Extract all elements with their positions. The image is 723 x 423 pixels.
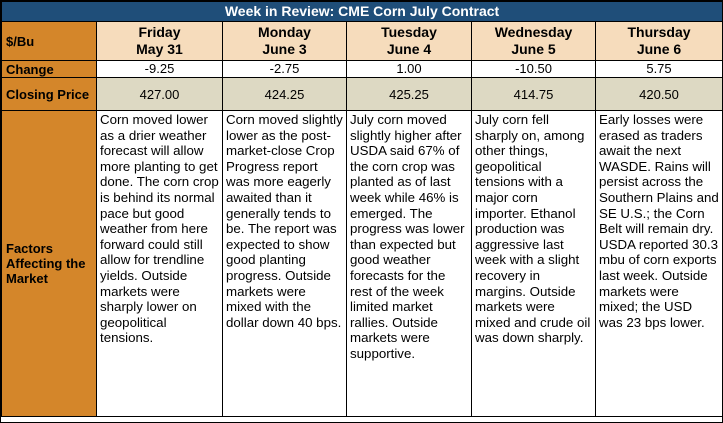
factors-text: Corn moved slightly lower as the post-ma… xyxy=(222,110,347,417)
change-value: -9.25 xyxy=(96,60,223,78)
day-date: June 5 xyxy=(511,41,556,57)
day-date: June 6 xyxy=(636,41,682,57)
change-value: 5.75 xyxy=(594,60,723,78)
day-date: May 31 xyxy=(136,41,183,57)
closing-price-value: 414.75 xyxy=(471,77,596,111)
closing-price-row: Closing Price 427.00 424.25 425.25 414.7… xyxy=(1,77,723,111)
factors-label: Factors Affecting the Market xyxy=(1,110,97,417)
table-title: Week in Review: CME Corn July Contract xyxy=(0,1,723,22)
change-value: -10.50 xyxy=(471,60,596,78)
day-name: Thursday xyxy=(627,24,691,40)
closing-price-label: Closing Price xyxy=(1,77,97,111)
factors-text: July corn fell sharply on, among other t… xyxy=(471,110,596,417)
day-header-thursday: Thursday June 6 xyxy=(594,21,723,61)
header-row: $/Bu Friday May 31 Monday June 3 Tuesday… xyxy=(1,21,723,61)
factors-text: Early losses were erased as traders awai… xyxy=(594,110,723,417)
change-label: Change xyxy=(1,60,97,78)
day-name: Friday xyxy=(138,24,181,40)
day-name: Monday xyxy=(258,24,311,40)
day-date: June 3 xyxy=(262,41,307,57)
closing-price-value: 425.25 xyxy=(346,77,472,111)
day-date: June 4 xyxy=(386,41,432,57)
change-value: -2.75 xyxy=(222,60,347,78)
factors-text: Corn moved lower as a drier weather fore… xyxy=(96,110,223,417)
factors-row: Factors Affecting the Market Corn moved … xyxy=(1,110,723,417)
day-name: Tuesday xyxy=(381,24,437,40)
closing-price-value: 424.25 xyxy=(222,77,347,111)
change-row: Change -9.25 -2.75 1.00 -10.50 5.75 xyxy=(1,60,723,78)
day-header-friday: Friday May 31 xyxy=(96,21,223,61)
factors-text: July corn moved slightly higher after US… xyxy=(346,110,472,417)
day-name: Wednesday xyxy=(494,24,573,40)
unit-label: $/Bu xyxy=(1,21,97,61)
day-header-tuesday: Tuesday June 4 xyxy=(346,21,472,61)
day-header-wednesday: Wednesday June 5 xyxy=(471,21,596,61)
closing-price-value: 427.00 xyxy=(96,77,223,111)
change-value: 1.00 xyxy=(346,60,472,78)
title-row: Week in Review: CME Corn July Contract xyxy=(0,1,723,22)
closing-price-value: 420.50 xyxy=(594,77,723,111)
day-header-monday: Monday June 3 xyxy=(222,21,347,61)
